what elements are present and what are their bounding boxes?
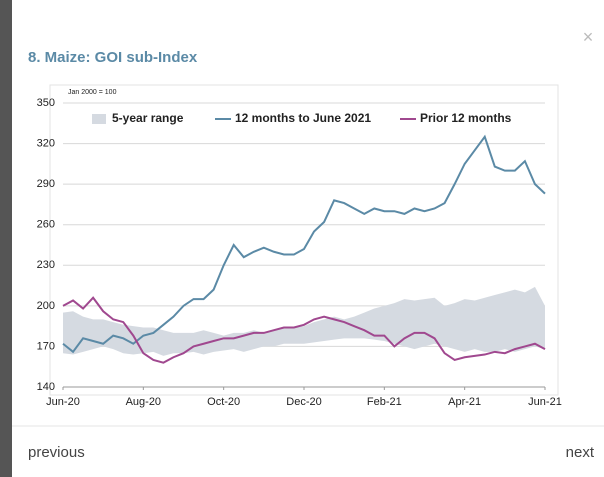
previous-button[interactable]: previous <box>28 444 85 461</box>
legend-swatch <box>92 114 106 124</box>
range-band <box>63 286 545 356</box>
y-tick-label: 320 <box>37 137 55 149</box>
x-tick-label: Oct-20 <box>207 396 240 408</box>
y-tick-label: 230 <box>37 259 55 271</box>
legend-label: 5-year range <box>112 111 184 125</box>
y-tick-label: 140 <box>37 381 55 393</box>
x-tick-label: Dec-20 <box>286 396 321 408</box>
x-tick-label: Jun-21 <box>528 396 562 408</box>
legend-label: 12 months to June 2021 <box>235 111 371 125</box>
series-line <box>62 296 546 364</box>
y-tick-label: 350 <box>37 97 55 109</box>
plot: 140 170 200 230 260 290 320 350 Jun-20 Aug-20 Oct-… <box>37 97 562 408</box>
x-tick-label: Jun-20 <box>46 396 80 408</box>
modal-title: 8. Maize: GOI sub-Index <box>28 49 198 66</box>
x-tick-label: Aug-20 <box>126 396 161 408</box>
backdrop-edge <box>0 0 12 477</box>
y-tick-label: 200 <box>37 300 55 312</box>
x-tick-label: Apr-21 <box>448 396 481 408</box>
close-button[interactable]: × <box>583 27 594 47</box>
series-line <box>62 134 546 354</box>
next-button[interactable]: next <box>566 444 595 461</box>
y-tick-label: 260 <box>37 219 55 231</box>
x-tick-label: Feb-21 <box>367 396 402 408</box>
y-tick-label: 170 <box>37 340 55 352</box>
y-tick-label: 290 <box>37 178 55 190</box>
legend-label: Prior 12 months <box>420 111 512 125</box>
chart-subtitle: Jan 2000 = 100 <box>68 89 117 96</box>
